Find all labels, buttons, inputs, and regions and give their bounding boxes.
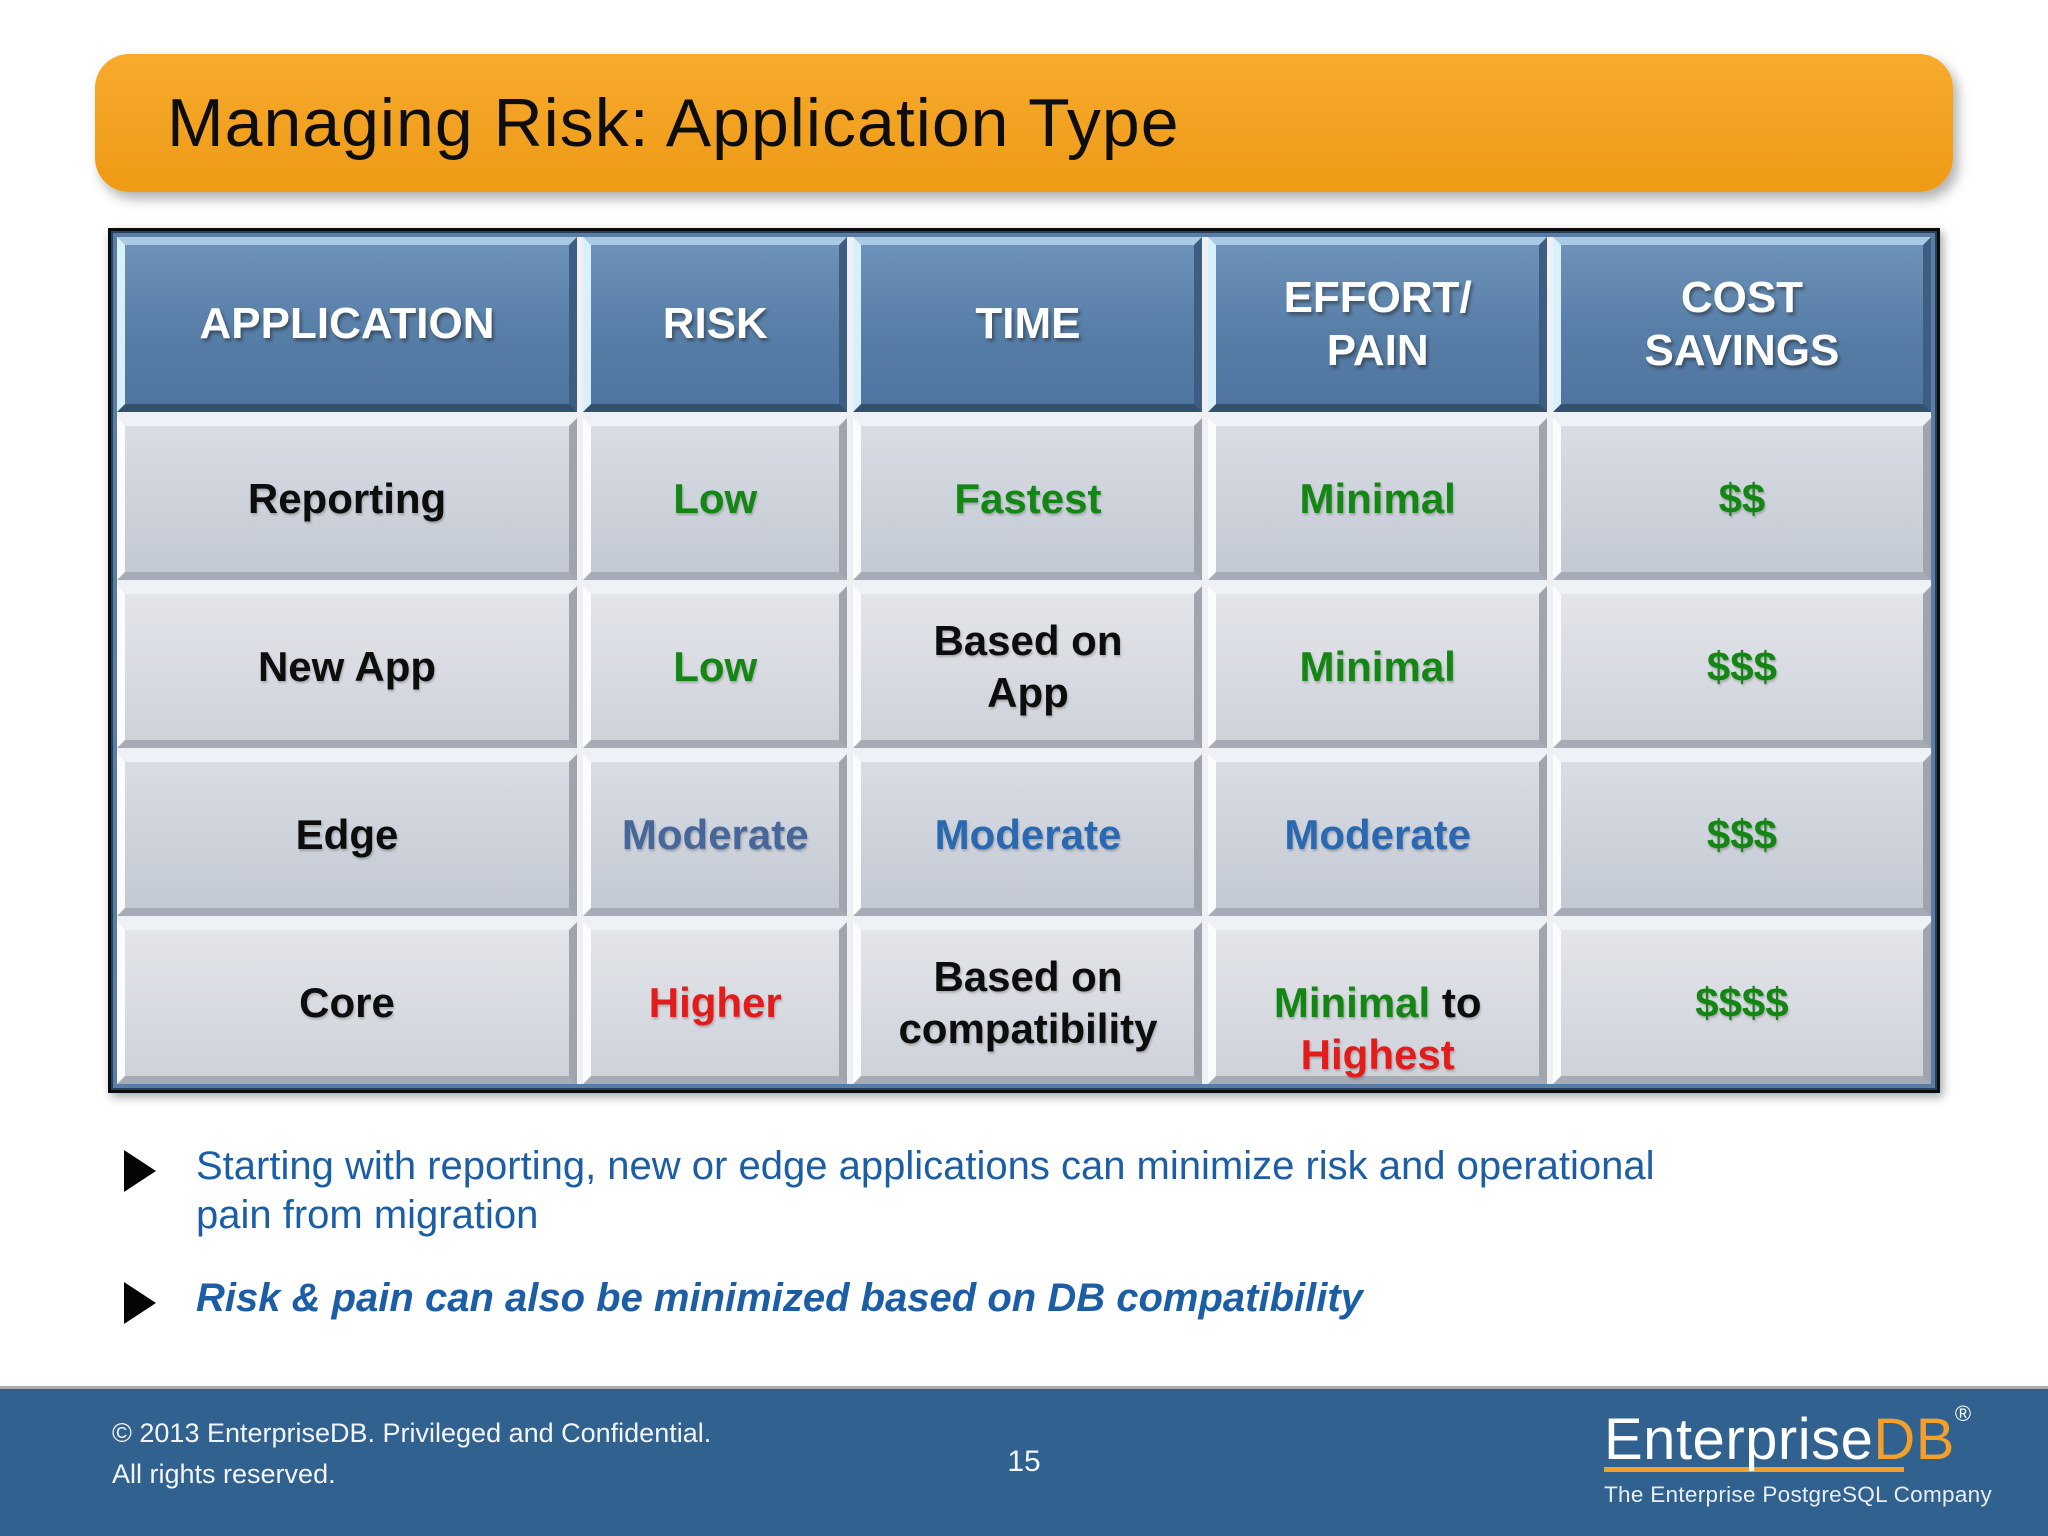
bullet-triangle-icon xyxy=(124,1150,156,1192)
table-cell: Low xyxy=(583,418,848,580)
bullet-item: Risk & pain can also be minimized based … xyxy=(112,1274,1952,1324)
copyright-line2: All rights reserved. xyxy=(112,1458,336,1489)
title-bar: Managing Risk: Application Type xyxy=(95,54,1953,192)
table-cell: $$$ xyxy=(1552,754,1931,916)
header-cell-risk: RISK xyxy=(583,237,848,412)
footer-bar: © 2013 EnterpriseDB. Privileged and Conf… xyxy=(0,1386,2048,1536)
slide-title: Managing Risk: Application Type xyxy=(167,85,1180,161)
logo-wordmark: EnterpriseDB® xyxy=(1604,1401,1992,1473)
page-number: 15 xyxy=(1007,1445,1041,1478)
table-cell-minimal-to-highest: Minimal to Highest xyxy=(1208,922,1547,1084)
table-cell: $$$$ xyxy=(1552,922,1931,1084)
bullet-text: Risk & pain can also be minimized based … xyxy=(196,1275,1363,1320)
logo-db-text: DB xyxy=(1873,1407,1955,1472)
cell-part: Minimal xyxy=(1273,978,1431,1026)
table-cell: Moderate xyxy=(1208,754,1547,916)
table-cell: Higher xyxy=(583,922,848,1084)
table-cell: Based on compatibility xyxy=(853,922,1203,1084)
cell-part: to xyxy=(1441,978,1482,1026)
logo-underline xyxy=(1604,1467,1904,1472)
logo-enterprise-text: Enterprise xyxy=(1604,1407,1874,1472)
bullet-triangle-icon xyxy=(124,1281,156,1324)
table-cell: Edge xyxy=(117,754,578,916)
enterprisedb-logo: EnterpriseDB® The Enterprise PostgreSQL … xyxy=(1604,1401,1992,1508)
table-cell: Minimal xyxy=(1208,418,1547,580)
bullet-item: Starting with reporting, new or edge app… xyxy=(112,1142,1952,1240)
table-cell: Moderate xyxy=(853,754,1203,916)
header-cell-time: TIME xyxy=(853,237,1203,412)
copyright-text: © 2013 EnterpriseDB. Privileged and Conf… xyxy=(112,1413,711,1494)
table-cell: Fastest xyxy=(853,418,1203,580)
table-cell: New App xyxy=(117,586,578,748)
header-cell-cost-savings: COST SAVINGS xyxy=(1552,237,1931,412)
header-cell-application: APPLICATION xyxy=(117,237,578,412)
table-cell: Low xyxy=(583,586,848,748)
table-cell: Reporting xyxy=(117,418,578,580)
bullet-text: Starting with reporting, new or edge app… xyxy=(196,1144,1655,1237)
header-cell-effort-pain: EFFORT/ PAIN xyxy=(1208,237,1547,412)
table-cell: Minimal xyxy=(1208,586,1547,748)
bullet-list: Starting with reporting, new or edge app… xyxy=(112,1142,1952,1358)
registered-trademark-icon: ® xyxy=(1954,1401,1972,1426)
table-cell: $$$ xyxy=(1552,586,1931,748)
table-cell: $$ xyxy=(1552,418,1931,580)
table-cell: Core xyxy=(117,922,578,1084)
table-cell: Moderate xyxy=(583,754,848,916)
copyright-line1: © 2013 EnterpriseDB. Privileged and Conf… xyxy=(112,1418,712,1448)
table-cell: Based on App xyxy=(853,586,1203,748)
application-risk-table: APPLICATION RISK TIME EFFORT/ PAIN COST … xyxy=(108,228,1940,1093)
cell-part: Highest xyxy=(1300,1031,1455,1079)
table-grid: APPLICATION RISK TIME EFFORT/ PAIN COST … xyxy=(117,237,1931,1084)
logo-tagline: The Enterprise PostgreSQL Company xyxy=(1604,1482,1992,1507)
